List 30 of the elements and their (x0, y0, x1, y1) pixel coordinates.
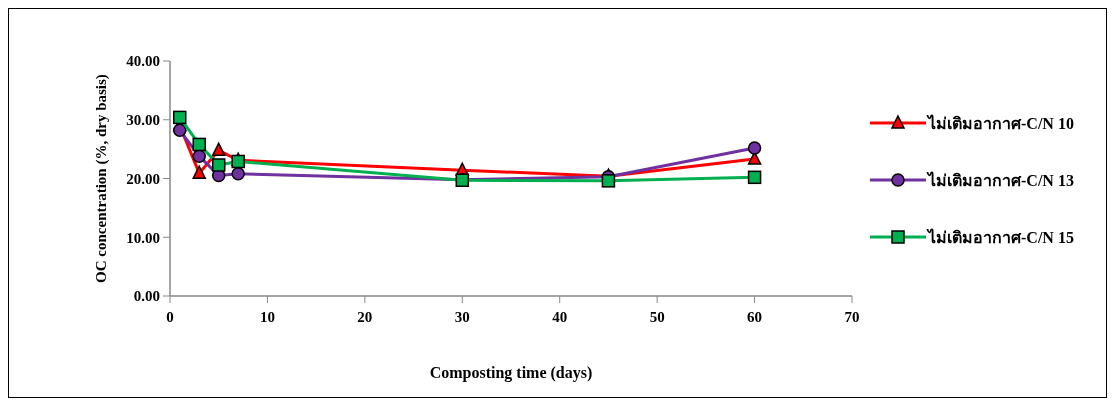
y-tick-label: 0.00 (133, 288, 160, 305)
x-axis-title: Composting time (days) (429, 364, 593, 382)
y-tick-label: 30.00 (126, 112, 160, 128)
legend-label: ไม่เติมอากาศ-C/N 10 (926, 113, 1074, 132)
x-tick-label: 50 (649, 309, 665, 325)
legend-label: ไม่เติมอากาศ-C/N 15 (926, 227, 1074, 246)
point (192, 165, 206, 179)
x-tick-label: 10 (259, 309, 275, 325)
y-tick-label: 20.00 (126, 170, 160, 187)
point (231, 167, 245, 181)
x-tick-label: 30 (454, 309, 470, 325)
x-tick-label: 60 (747, 309, 763, 325)
point (747, 170, 762, 185)
point (192, 149, 206, 163)
point (747, 141, 762, 155)
legend-label: ไม่เติมอากาศ-C/N 13 (926, 170, 1074, 189)
point (172, 123, 187, 138)
y-axis-title: OC concentration (%, dry basis) (93, 74, 110, 283)
point (172, 110, 187, 125)
x-tick-label: 40 (552, 309, 568, 325)
x-tick-label: 20 (357, 309, 373, 325)
point (747, 151, 762, 165)
x-tick-label: 70 (844, 309, 860, 325)
y-tick-label: 40.00 (126, 53, 160, 70)
point (211, 158, 226, 172)
point (192, 137, 206, 152)
point (211, 142, 226, 157)
y-tick-label: 10.00 (126, 229, 160, 246)
x-tick-label: 0 (166, 309, 174, 325)
point (601, 174, 616, 188)
